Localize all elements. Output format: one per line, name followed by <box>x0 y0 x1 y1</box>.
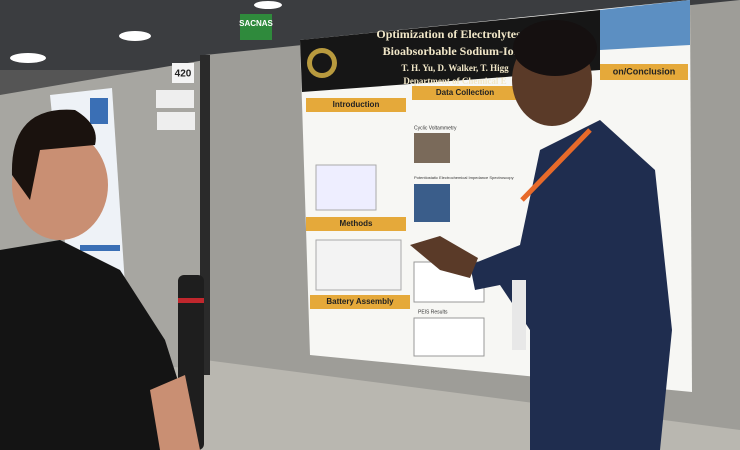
section-title: Battery Assembly <box>326 297 394 306</box>
section-title: Data Collection <box>436 88 494 97</box>
section-title: Methods <box>340 219 373 228</box>
poster-title: Bioabsorbable Sodium-Ion Ba <box>383 44 538 58</box>
seal-inner <box>312 53 332 73</box>
subheading: Cyclic Voltammetry <box>414 125 457 131</box>
sign-board <box>240 14 272 40</box>
note-card <box>157 112 195 130</box>
poster-photo <box>600 0 690 50</box>
subheading: PEIS Results <box>418 309 448 315</box>
section-title: Introduction <box>333 100 380 109</box>
poster-department: Department of Chemical E <box>403 76 506 86</box>
attendee-arm <box>150 375 200 450</box>
booth-card <box>172 63 194 83</box>
partition-post <box>200 55 210 375</box>
poster-authors: T. H. Yu, D. Walker, T. Higg <box>401 63 509 73</box>
attendee-hair <box>11 109 96 200</box>
section-bar <box>600 64 688 80</box>
attendee-shirt <box>0 240 200 450</box>
presenter-hand <box>410 236 478 278</box>
figure <box>315 239 402 291</box>
lanyard <box>520 128 592 202</box>
figure <box>413 317 485 357</box>
tube-band <box>178 298 204 303</box>
sign-text: SACNAS <box>239 19 273 28</box>
badge <box>512 280 526 350</box>
section-bar <box>412 86 518 100</box>
figure <box>414 133 450 163</box>
figure <box>315 164 377 211</box>
subheading: Potentiostatic Electrochemical Impedance… <box>414 175 514 180</box>
note-card <box>156 90 194 108</box>
presenter-hair <box>513 20 597 76</box>
light <box>10 53 46 63</box>
poster-graphic <box>80 245 120 251</box>
poster-graphic <box>90 98 108 124</box>
light <box>119 31 151 41</box>
section-title: on/Conclusion <box>613 66 676 76</box>
figure <box>414 184 450 222</box>
section-bar <box>310 295 410 309</box>
section-bar <box>306 98 406 112</box>
section-bar <box>306 217 406 231</box>
presenter-shirt <box>470 120 672 450</box>
light <box>254 1 282 9</box>
booth-number: 420 <box>175 69 192 80</box>
